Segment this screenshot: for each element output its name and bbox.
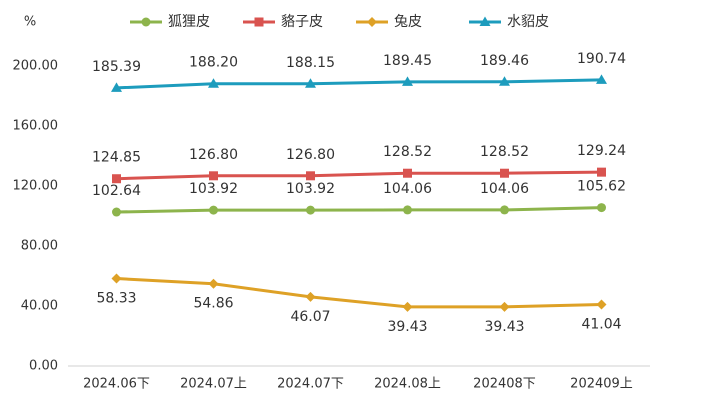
legend-label: 狐狸皮 bbox=[168, 14, 210, 30]
legend-label: 兔皮 bbox=[394, 14, 422, 30]
data-label: 58.33 bbox=[96, 291, 136, 307]
data-label: 189.46 bbox=[480, 53, 529, 69]
series-line bbox=[116, 206, 602, 214]
marker bbox=[402, 301, 413, 312]
marker bbox=[112, 207, 121, 217]
data-label: 46.07 bbox=[290, 309, 330, 325]
data-label: 104.06 bbox=[383, 181, 432, 197]
legend-marker bbox=[367, 17, 377, 27]
y-tick-label: 40.00 bbox=[21, 299, 58, 314]
marker bbox=[208, 278, 219, 289]
marker bbox=[500, 205, 509, 215]
y-tick-label: 120.00 bbox=[13, 179, 59, 194]
legend-label: 水貂皮 bbox=[507, 14, 549, 30]
marker bbox=[597, 167, 606, 177]
data-label: 103.92 bbox=[286, 181, 335, 197]
data-label: 188.15 bbox=[286, 55, 335, 71]
marker bbox=[111, 273, 122, 284]
x-tick-label: 2024.06下 bbox=[83, 377, 150, 392]
data-label: 102.64 bbox=[92, 183, 141, 199]
data-label: 39.43 bbox=[387, 319, 427, 335]
marker bbox=[112, 174, 121, 184]
y-unit: % bbox=[24, 15, 36, 30]
marker bbox=[306, 171, 315, 181]
marker bbox=[402, 76, 413, 86]
data-label: 126.80 bbox=[286, 147, 335, 163]
x-tick-label: 202409上 bbox=[570, 377, 633, 392]
data-label: 128.52 bbox=[480, 144, 529, 160]
marker bbox=[596, 74, 607, 84]
y-tick-label: 80.00 bbox=[21, 239, 58, 254]
x-tick-label: 2024.07上 bbox=[180, 377, 247, 392]
marker bbox=[305, 78, 316, 88]
x-tick-label: 202408下 bbox=[473, 377, 536, 392]
marker bbox=[403, 168, 412, 178]
marker bbox=[499, 76, 510, 86]
marker bbox=[403, 205, 412, 215]
data-label: 124.85 bbox=[92, 150, 141, 166]
data-label: 188.20 bbox=[189, 55, 238, 71]
marker bbox=[305, 291, 316, 302]
y-tick-label: 0.00 bbox=[29, 359, 58, 374]
data-label: 126.80 bbox=[189, 147, 238, 163]
marker bbox=[306, 205, 315, 215]
data-label: 39.43 bbox=[484, 319, 524, 335]
marker bbox=[500, 168, 509, 178]
y-tick-label: 200.00 bbox=[13, 59, 59, 74]
series-line bbox=[116, 170, 602, 181]
legend-marker bbox=[479, 16, 491, 26]
marker bbox=[209, 205, 218, 215]
data-label: 190.74 bbox=[577, 51, 626, 67]
data-label: 103.92 bbox=[189, 181, 238, 197]
data-label: 189.45 bbox=[383, 53, 432, 69]
data-label: 185.39 bbox=[92, 59, 141, 75]
marker bbox=[597, 203, 606, 213]
data-label: 41.04 bbox=[581, 316, 621, 332]
data-label: 105.62 bbox=[577, 179, 626, 195]
data-label: 54.86 bbox=[193, 296, 233, 312]
marker bbox=[596, 299, 607, 310]
x-tick-label: 2024.08上 bbox=[374, 377, 441, 392]
x-tick-label: 2024.07下 bbox=[277, 377, 344, 392]
y-tick-label: 160.00 bbox=[13, 119, 59, 134]
series-line bbox=[116, 277, 602, 309]
marker bbox=[111, 82, 122, 92]
series-line bbox=[116, 78, 602, 90]
data-label: 129.24 bbox=[577, 143, 626, 159]
legend-marker bbox=[141, 17, 151, 27]
marker bbox=[499, 301, 510, 312]
data-label: 128.52 bbox=[383, 144, 432, 160]
data-label: 104.06 bbox=[480, 181, 529, 197]
legend-label: 貉子皮 bbox=[281, 14, 323, 30]
marker bbox=[209, 171, 218, 181]
legend-marker bbox=[254, 17, 264, 27]
marker bbox=[208, 78, 219, 88]
